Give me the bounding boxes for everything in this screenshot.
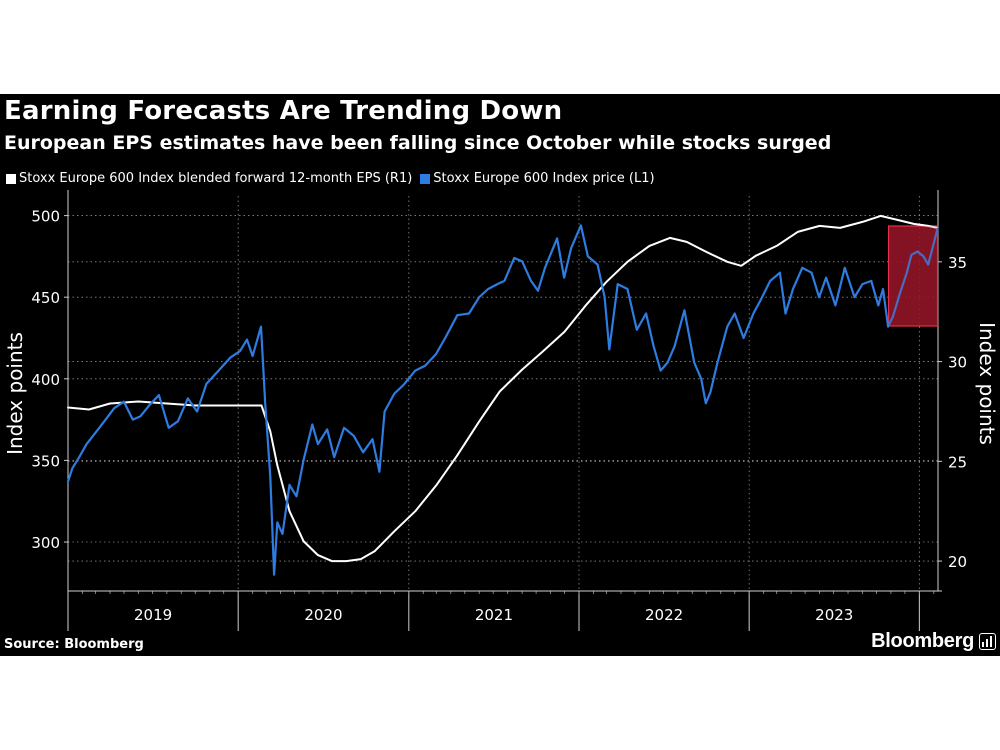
eps-series-line xyxy=(67,214,939,563)
legend-item-eps: Stoxx Europe 600 Index blended forward 1… xyxy=(6,171,412,186)
y-right-tick-label: 25 xyxy=(948,453,967,471)
line-chart: 2019 2020 2021 2022 2023 300 350 400 450 500 20 25 3… xyxy=(3,190,999,631)
y-left-tick-label: 400 xyxy=(31,371,60,389)
y-left-tick-label: 450 xyxy=(31,289,60,307)
chart-legend: Stoxx Europe 600 Index blended forward 1… xyxy=(6,171,663,186)
chart-title: Earning Forecasts Are Trending Down xyxy=(4,96,563,126)
y-left-tick-label: 500 xyxy=(31,208,60,226)
source-note: Source: Bloomberg xyxy=(4,637,144,652)
y-right-tick-label: 20 xyxy=(948,553,967,571)
bar-chart-logo-icon xyxy=(979,633,996,650)
x-tick-label: 2019 xyxy=(134,606,172,624)
x-tick-label: 2022 xyxy=(645,606,683,624)
brand-name: Bloomberg xyxy=(871,630,974,652)
x-tick-label: 2021 xyxy=(475,606,513,624)
chart-panel: Earning Forecasts Are Trending Down Euro… xyxy=(0,94,1000,656)
y-left-tick-label: 300 xyxy=(31,534,60,552)
legend-swatch-price xyxy=(420,173,431,184)
y-left-tick-label: 350 xyxy=(31,452,60,470)
y-right-tick-label: 30 xyxy=(948,354,967,372)
legend-label-price: Stoxx Europe 600 Index price (L1) xyxy=(433,171,655,186)
x-tick-label: 2020 xyxy=(304,606,342,624)
highlight-region xyxy=(887,225,939,327)
y-left-axis-title: Index points xyxy=(3,332,27,455)
legend-label-eps: Stoxx Europe 600 Index blended forward 1… xyxy=(19,171,413,186)
chart-subtitle: European EPS estimates have been falling… xyxy=(4,132,832,154)
y-right-tick-label: 35 xyxy=(948,254,967,272)
price-series-line xyxy=(66,224,939,576)
legend-item-price: Stoxx Europe 600 Index price (L1) xyxy=(420,171,655,186)
x-tick-label: 2023 xyxy=(815,606,853,624)
legend-swatch-eps xyxy=(6,173,16,184)
bloomberg-logo: Bloomberg xyxy=(871,630,996,653)
highlight-overlay xyxy=(888,226,938,326)
y-right-axis-title: Index points xyxy=(975,322,999,445)
